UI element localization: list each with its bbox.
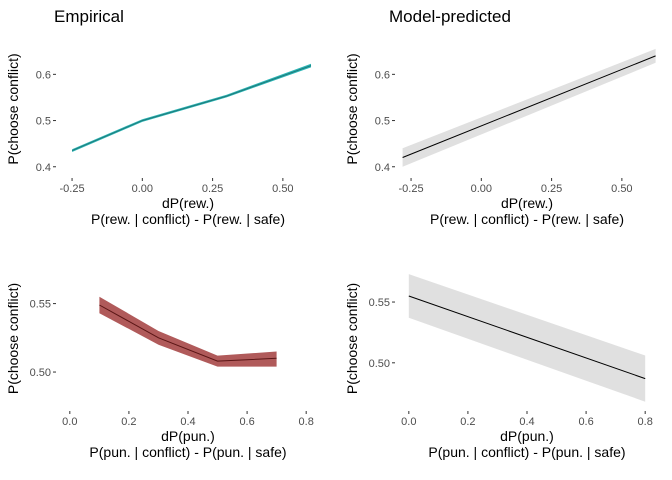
empirical-punishment-x-tick-label: 0.8 — [299, 416, 314, 428]
empirical-reward-y-tick-label: 0.4 — [36, 162, 51, 174]
empirical-reward-y-tick-label: 0.6 — [36, 69, 51, 81]
model-predicted-title: Model-predicted — [389, 7, 511, 26]
empirical-punishment-x-tick-label: 0.6 — [239, 416, 254, 428]
empirical-punishment-y-tick-label: 0.50 — [30, 367, 51, 379]
empirical-reward-x-tick-label: 0.50 — [272, 183, 293, 195]
model-punishment-x-tick-label: 0.0 — [401, 416, 416, 428]
empirical-reward-x-tick-label: 0.25 — [202, 183, 223, 195]
empirical-punishment-x-axis-label: dP(pun.) — [161, 428, 215, 444]
model-reward-x-tick-label: 0.00 — [471, 183, 492, 195]
model-punishment-y-tick-label: 0.50 — [369, 358, 390, 370]
model-punishment-y-tick-label: 0.55 — [369, 297, 390, 309]
empirical-title: Empirical — [54, 7, 124, 26]
model-punishment-x-axis-label: dP(pun.) — [500, 428, 554, 444]
model-reward-series-line — [402, 55, 656, 158]
empirical-punishment-x-tick-label: 0.2 — [121, 416, 136, 428]
model-reward-x-tick-label: 0.50 — [611, 183, 632, 195]
model-reward-confidence-band — [402, 48, 656, 167]
model-reward-x-axis-sublabel: P(rew. | conflict) - P(rew. | safe) — [430, 211, 624, 227]
empirical-reward-y-axis-label: P(choose conflict) — [5, 53, 21, 164]
model-punishment-confidence-band — [408, 274, 646, 402]
empirical-reward-x-tick-label: 0.00 — [132, 183, 153, 195]
model-reward-y-tick-label: 0.6 — [375, 69, 390, 81]
empirical-reward-series-line — [71, 65, 312, 152]
empirical-punishment-series-line — [99, 304, 277, 362]
empirical-punishment-x-tick-label: 0.4 — [180, 416, 195, 428]
empirical-punishment-y-tick-label: 0.55 — [30, 299, 51, 311]
model-reward-x-axis-label: dP(rew.) — [501, 195, 553, 211]
model-punishment-x-axis-sublabel: P(pun. | conflict) - P(pun. | safe) — [428, 444, 625, 460]
model-reward-y-tick-label: 0.4 — [375, 162, 390, 174]
empirical-punishment-confidence-band — [99, 296, 277, 367]
model-punishment-series-line — [408, 295, 646, 380]
model-reward-y-tick-label: 0.5 — [375, 116, 390, 128]
model-punishment-x-tick-label: 0.8 — [638, 416, 653, 428]
empirical-reward-x-axis-sublabel: P(rew. | conflict) - P(rew. | safe) — [91, 211, 285, 227]
empirical-reward-confidence-band — [72, 63, 311, 153]
empirical-punishment-y-axis-label: P(choose conflict) — [5, 283, 21, 394]
empirical-punishment-x-tick-label: 0.0 — [62, 416, 77, 428]
model-reward-x-tick-label: 0.25 — [541, 183, 562, 195]
model-reward-x-tick-label: -0.25 — [399, 183, 424, 195]
empirical-reward-y-tick-label: 0.5 — [36, 116, 51, 128]
model-punishment-x-tick-label: 0.4 — [519, 416, 534, 428]
empirical-reward-x-tick-label: -0.25 — [60, 183, 85, 195]
empirical-reward-x-axis-label: dP(rew.) — [162, 195, 214, 211]
empirical-punishment-x-axis-sublabel: P(pun. | conflict) - P(pun. | safe) — [89, 444, 286, 460]
model-punishment-x-tick-label: 0.2 — [460, 416, 475, 428]
model-punishment-x-tick-label: 0.6 — [578, 416, 593, 428]
model-reward-y-axis-label: P(choose conflict) — [344, 53, 360, 164]
model-punishment-y-axis-label: P(choose conflict) — [344, 283, 360, 394]
